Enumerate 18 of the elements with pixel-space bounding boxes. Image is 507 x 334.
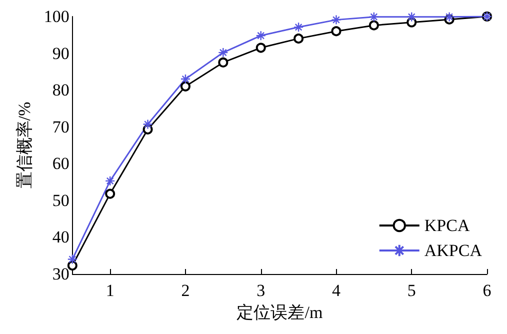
y-tick-label: 80 xyxy=(52,80,70,100)
legend-label: AKPCA xyxy=(424,241,483,260)
x-tick-label: 2 xyxy=(181,281,190,300)
x-tick-label: 3 xyxy=(256,281,266,300)
x-tick-label: 1 xyxy=(106,281,114,300)
y-tick-label: 60 xyxy=(52,154,70,174)
y-tick-label: 50 xyxy=(52,190,70,210)
y-tick-label: 40 xyxy=(52,228,70,247)
y-tick-label: 100 xyxy=(44,7,70,26)
x-tick-label: 5 xyxy=(407,281,416,300)
y-tick-label: 70 xyxy=(52,117,70,136)
y-axis-title: 置信概率/% xyxy=(15,102,34,189)
x-tick-label: 4 xyxy=(332,281,341,300)
x-axis-title: 定位误差/m xyxy=(236,303,323,322)
legend-label: KPCA xyxy=(424,216,470,235)
y-tick-label: 90 xyxy=(52,44,70,63)
y-tick-label: 30 xyxy=(52,264,70,284)
x-tick-label: 6 xyxy=(482,281,492,300)
